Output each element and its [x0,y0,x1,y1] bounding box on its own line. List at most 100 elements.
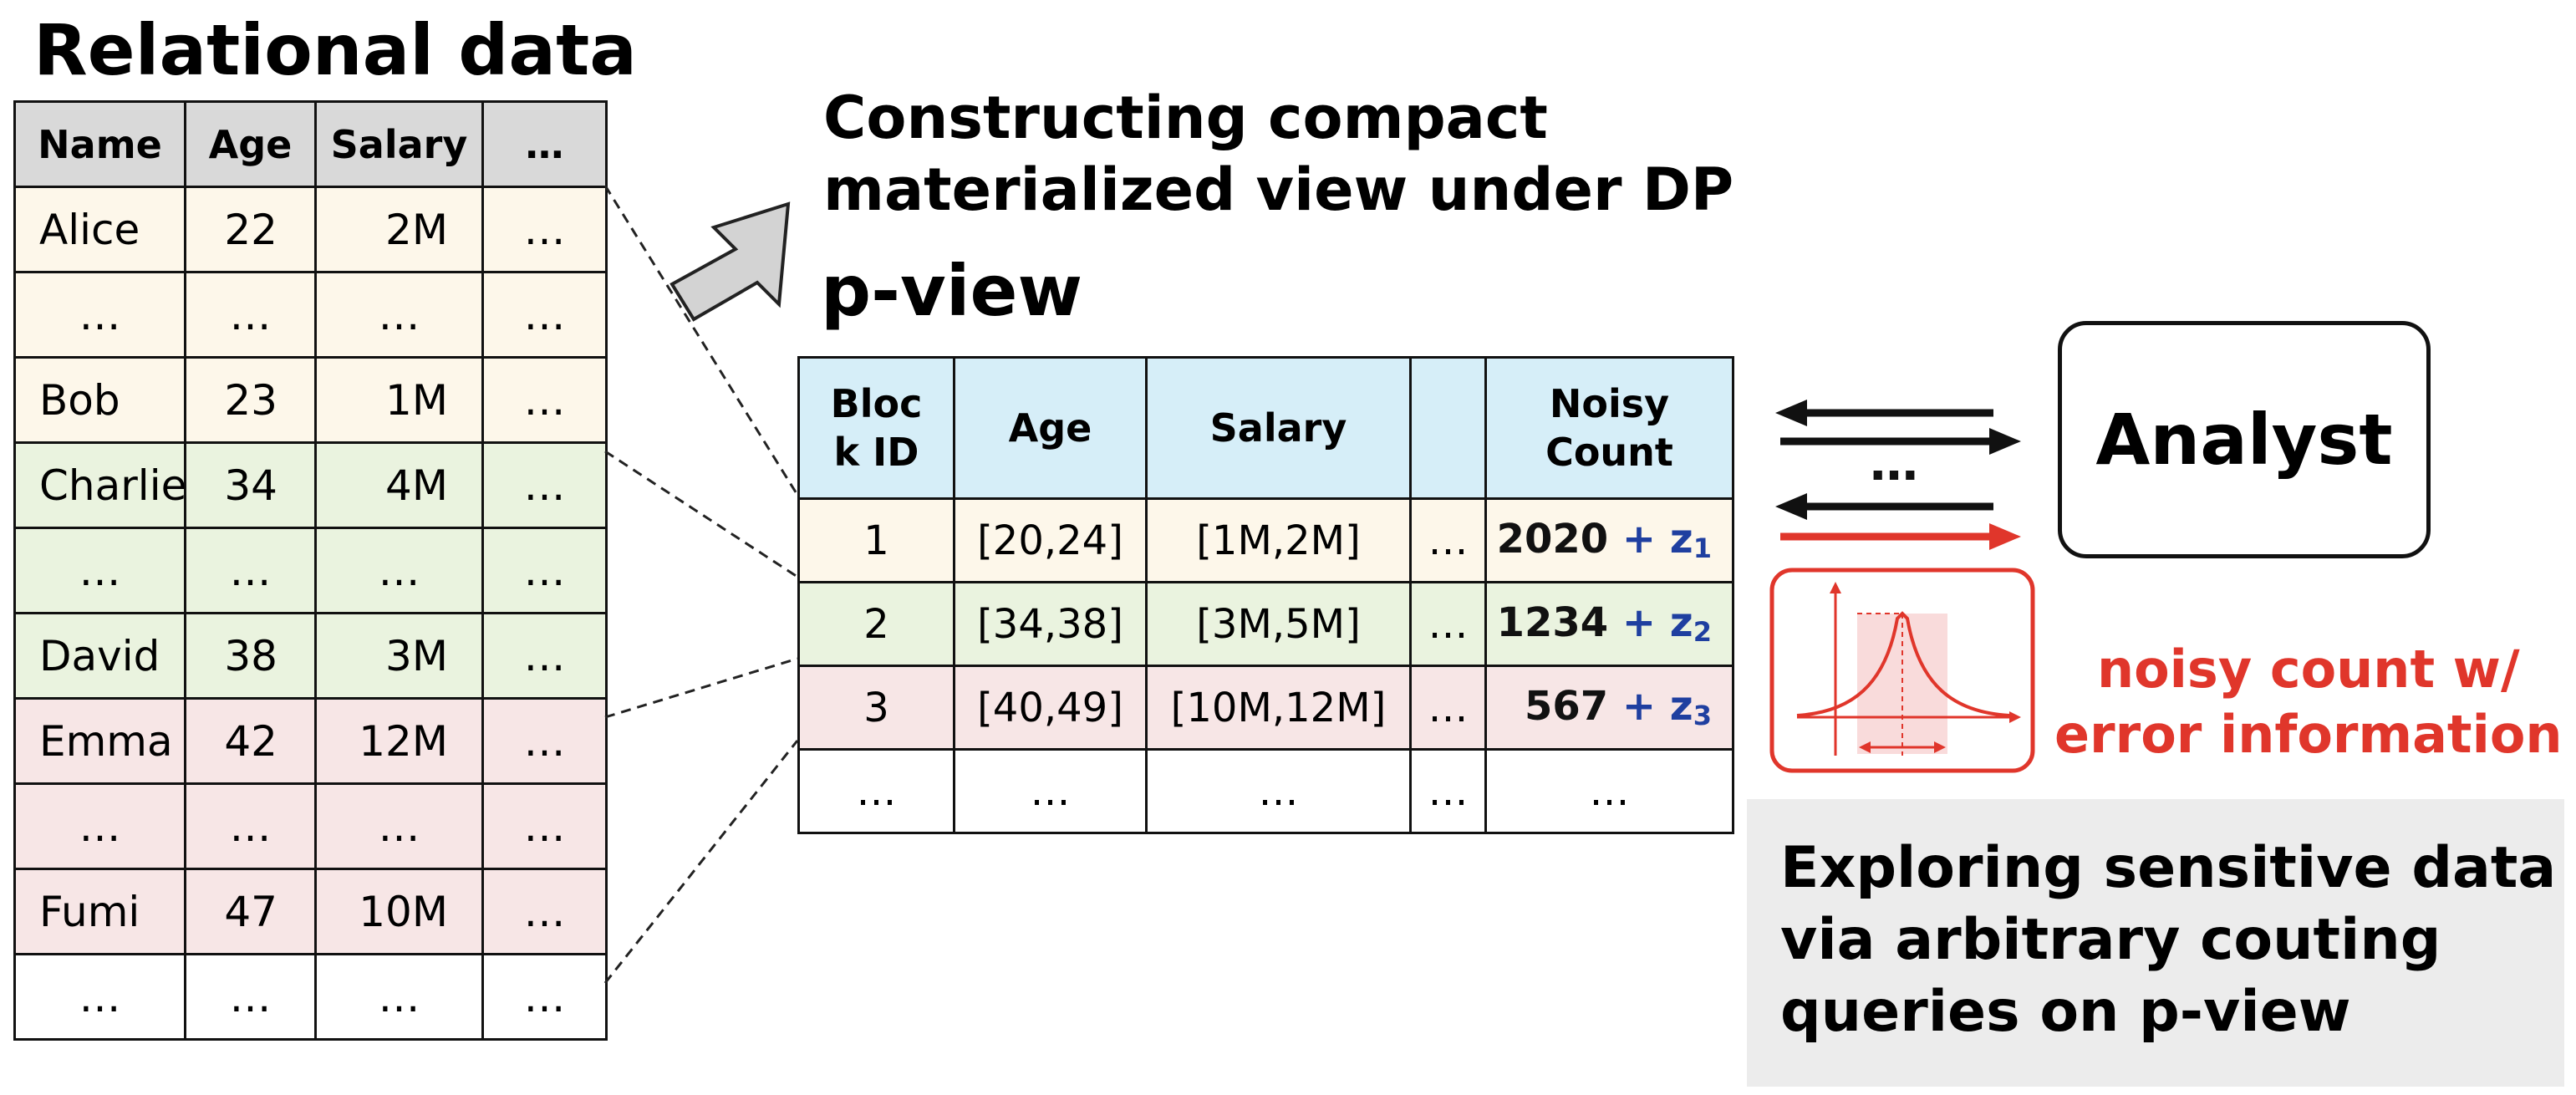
block-id-cell: 3 [797,665,955,751]
error-info-caption: noisy count w/ error information [2054,637,2563,767]
more-cell: … [1409,497,1487,583]
age-cell: 47 [184,868,317,955]
age-cell: … [184,527,317,614]
noise-subscript: 1 [1693,532,1712,564]
response-arrow-icon [1780,428,2021,455]
more-cell: … [481,953,608,1041]
construct-caption: Constructing compact materialized view u… [823,82,1733,226]
explore-line3: queries on p-view [1780,979,2351,1045]
name-cell: Emma [13,697,186,785]
age-cell: … [184,953,317,1041]
salary-cell: 2M [314,186,484,273]
count-value: 567 [1524,683,1609,730]
p-view-header-row: Bloc k ID Age Salary Noisy Count [797,356,1734,500]
salary-cell: … [314,953,484,1041]
error-info-line2: error information [2054,704,2563,765]
salary-range-cell: … [1145,748,1412,834]
age-range-cell: [40,49] [953,665,1148,751]
noisy-count-cell: 2020 + z1 [1484,497,1734,583]
more-cell: … [481,441,608,529]
noise-term: + z3 [1608,683,1712,730]
table-row: ………… [13,271,608,359]
more-cell: … [481,271,608,359]
age-cell: 22 [184,186,317,273]
more-cell: … [1409,581,1487,667]
explore-panel [1747,799,2564,1087]
column-header-salary: Salary [314,100,484,188]
name-cell: David [13,612,186,700]
more-cell: … [481,868,608,955]
explore-line1: Exploring sensitive data [1780,835,2557,901]
more-cell: … [481,697,608,785]
noisy-count-cell: 567 + z3 [1484,665,1734,751]
age-cell: 42 [184,697,317,785]
more-cell: … [481,356,608,444]
salary-cell: … [314,782,484,870]
noise-symbol: + z [1608,599,1693,646]
table-row: …………… [797,748,1734,834]
noise-symbol: + z [1608,683,1693,730]
salary-cell: 12M [314,697,484,785]
salary-cell: … [314,527,484,614]
age-cell: 34 [184,441,317,529]
block-id-cell: … [797,748,955,834]
count-value: … [1589,767,1630,815]
connector-line [603,740,799,984]
salary-cell: 3M [314,612,484,700]
salary-range-cell: [1M,2M] [1145,497,1412,583]
table-row: Emma 42 12M… [13,697,608,785]
age-cell: 38 [184,612,317,700]
error-info-line1: noisy count w/ [2096,639,2520,700]
table-row: 2 [34,38] [3M,5M]… 1234 + z2 [797,581,1734,667]
name-cell: … [13,527,186,614]
relational-table: Name Age Salary … Alice 22 2M…………… Bob 23 1M…… [13,100,608,1041]
salary-range-cell: [3M,5M] [1145,581,1412,667]
request-arrow-icon [1775,493,1993,520]
noise-subscript: 3 [1693,700,1712,731]
name-cell: Fumi [13,868,186,955]
noise-subscript: 2 [1693,616,1712,648]
laplace-distribution-icon [1769,568,2035,773]
table-row: David 38 3M… [13,612,608,700]
age-cell: … [184,782,317,870]
table-row: 1 [20,24] [1M,2M]… 2020 + z1 [797,497,1734,583]
p-view-title: p-view [821,250,1083,332]
column-header-more: … [481,100,608,188]
count-value: 1234 [1496,599,1609,646]
name-cell: … [13,953,186,1041]
column-header-age: Age [953,356,1148,500]
name-cell: Alice [13,186,186,273]
column-header-name: Name [13,100,186,188]
noisy-count-cell: 1234 + z2 [1484,581,1734,667]
analyst-label: Analyst [2095,399,2393,481]
name-cell: Bob [13,356,186,444]
construct-caption-line2: materialized view under DP [823,155,1734,224]
table-row: Bob 23 1M… [13,356,608,444]
more-cell: … [481,782,608,870]
table-row: Fumi 47 10M… [13,868,608,955]
age-cell: … [184,271,317,359]
column-header-salary: Salary [1145,356,1412,500]
salary-cell: 10M [314,868,484,955]
more-cell: … [1409,665,1487,751]
request-arrow-icon [1775,400,1993,426]
column-header-age: Age [184,100,317,188]
table-row: ………… [13,782,608,870]
age-range-cell: … [953,748,1148,834]
noisy-count-cell: … [1484,748,1734,834]
connector-line [604,450,798,578]
connector-line [604,657,798,719]
table-row: ………… [13,527,608,614]
p-view-table: Bloc k ID Age Salary Noisy Count 1 [20,24][… [797,356,1734,834]
salary-cell: … [314,271,484,359]
construct-caption-line1: Constructing compact [823,84,1548,152]
relational-header-row: Name Age Salary … [13,100,608,188]
interaction-ellipsis: … [1870,435,1918,491]
name-cell: … [13,782,186,870]
age-range-cell: [20,24] [953,497,1148,583]
salary-range-cell: [10M,12M] [1145,665,1412,751]
name-cell: … [13,271,186,359]
explore-line2: via arbitrary couting [1780,907,2441,973]
noisy-response-arrow-icon [1780,523,2021,550]
relational-data-title: Relational data [33,9,637,91]
